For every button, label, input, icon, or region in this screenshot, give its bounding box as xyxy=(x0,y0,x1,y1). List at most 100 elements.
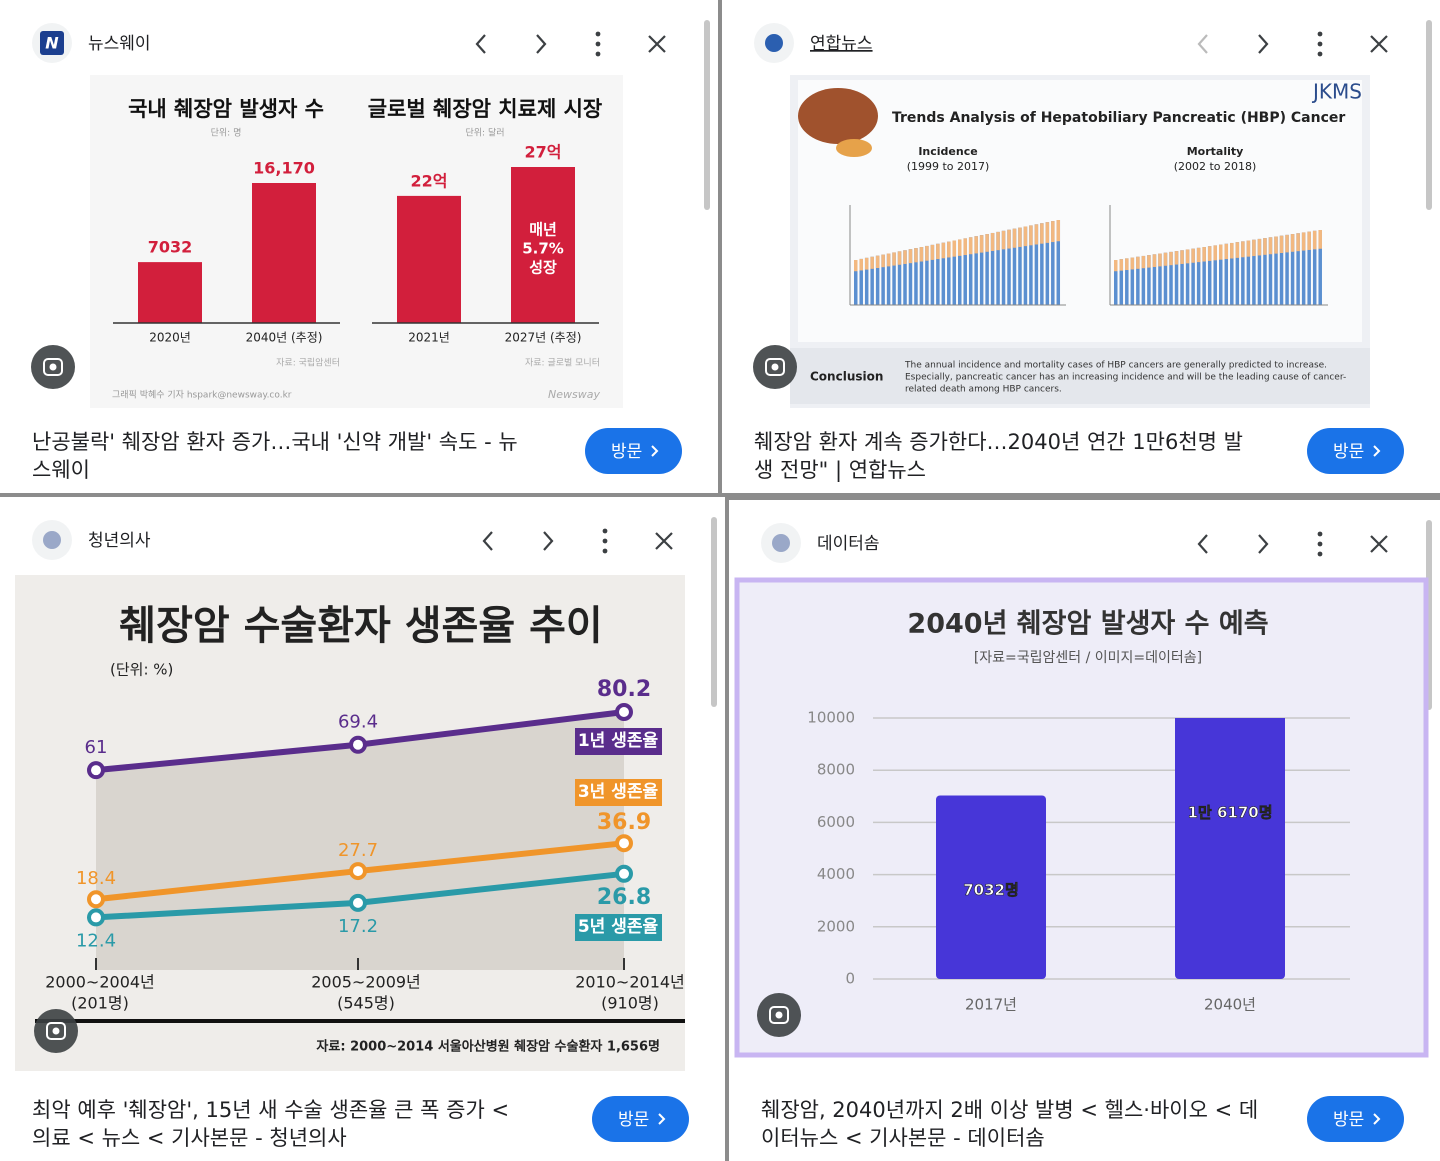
menu-dot[interactable] xyxy=(602,528,608,534)
visit-label[interactable]: 방문 xyxy=(1333,442,1364,462)
visit-chevron xyxy=(1373,445,1381,457)
prev-button[interactable] xyxy=(1197,534,1208,554)
result-title[interactable]: 생 전망" | 연합뉴스 xyxy=(754,458,926,483)
decor-bar-top xyxy=(1152,254,1157,267)
panel: 데이터솜 2040년 췌장암 발생자 수 예측 [자료=국립암센터 / 이미지=데이… xyxy=(729,500,1440,1161)
result-title[interactable]: 스웨이 xyxy=(32,458,90,482)
area xyxy=(96,711,624,970)
lens-icon-dot xyxy=(52,1027,60,1035)
decor-bar-top xyxy=(1018,227,1022,247)
menu-dot[interactable] xyxy=(1317,551,1323,557)
decor-bar-top xyxy=(985,234,989,252)
annotation: 5.7% xyxy=(522,240,564,258)
result-title[interactable]: 의료 < 뉴스 < 기사본문 - 청년의사 xyxy=(32,1126,347,1150)
decor-bar-top xyxy=(1169,251,1173,266)
decor-bar xyxy=(1012,228,1017,305)
category-note: (910명) xyxy=(601,994,659,1013)
point xyxy=(615,864,633,883)
decor-bar-top xyxy=(1279,235,1284,254)
prev-button[interactable] xyxy=(1197,34,1208,54)
result-title[interactable]: 췌장암, 2040년까지 2배 이상 발병 < 헬스·바이오 < 데 xyxy=(761,1098,1258,1122)
source-name[interactable]: 연합뉴스 xyxy=(810,34,873,54)
decor-bar-top xyxy=(1185,249,1190,264)
conclusion-label: Conclusion xyxy=(810,370,883,384)
decor-bar-top xyxy=(952,240,957,257)
value-label: 36.9 xyxy=(597,810,651,835)
decor-bar xyxy=(963,238,967,305)
decor-bar-top xyxy=(854,260,858,272)
visit-label[interactable]: 방문 xyxy=(1333,1110,1364,1130)
point xyxy=(349,862,367,881)
close-button[interactable] xyxy=(1370,35,1388,53)
chart-unit: (단위: %) xyxy=(110,661,173,679)
visit-button[interactable] xyxy=(1307,428,1404,474)
menu-dot[interactable] xyxy=(595,41,601,47)
decor-bar-top xyxy=(1312,230,1317,250)
next-button[interactable] xyxy=(543,531,554,551)
prev-button[interactable] xyxy=(475,34,486,54)
category-note: (545명) xyxy=(337,994,395,1013)
decor-bar xyxy=(1246,240,1251,305)
result-title[interactable]: 이터뉴스 < 기사본문 - 데이터솜 xyxy=(761,1126,1045,1150)
menu-dot[interactable] xyxy=(1317,541,1323,547)
decor-bar xyxy=(1263,238,1267,305)
result-title[interactable]: 난공불락' 췌장암 환자 증가…국내 '신약 개발' 속도 - 뉴 xyxy=(32,430,518,454)
visit-label[interactable]: 방문 xyxy=(611,442,642,462)
decor-bar xyxy=(903,250,907,305)
bar xyxy=(511,167,575,323)
scrollbar xyxy=(704,20,710,210)
next-button[interactable] xyxy=(536,34,547,54)
menu-dot[interactable] xyxy=(602,538,608,544)
point xyxy=(87,761,105,780)
category-label: 2017년 xyxy=(965,996,1017,1014)
category-label: 2021년 xyxy=(408,331,450,345)
bar xyxy=(1175,718,1285,979)
visit-button[interactable] xyxy=(585,428,682,474)
menu-dot[interactable] xyxy=(1317,531,1323,537)
decor-bar-top xyxy=(968,237,973,255)
close-button[interactable] xyxy=(1370,535,1388,553)
next-button[interactable] xyxy=(1258,534,1269,554)
menu-dot[interactable] xyxy=(1317,31,1323,37)
menu-dot[interactable] xyxy=(1317,41,1323,47)
decor-bar xyxy=(1023,226,1028,305)
result-title[interactable]: 최악 예후 '췌장암', 15년 새 수술 생존율 큰 폭 증가 < xyxy=(32,1098,509,1122)
value-label: 17.2 xyxy=(338,916,378,937)
result-title[interactable]: 췌장암 환자 계속 증가한다…2040년 연간 1만6천명 발 xyxy=(754,430,1243,454)
menu-dot[interactable] xyxy=(1317,51,1323,57)
decor-bar-top xyxy=(1125,258,1129,271)
decor-bar-top xyxy=(958,239,962,256)
menu-dot[interactable] xyxy=(595,51,601,57)
source-logo xyxy=(40,31,64,55)
value-label: 27억 xyxy=(525,143,562,162)
scrollbar xyxy=(711,517,717,707)
close-button[interactable] xyxy=(648,35,666,53)
lens-icon-dot xyxy=(775,1011,783,1019)
category-label: 2040년 xyxy=(1204,996,1256,1014)
visit-button[interactable] xyxy=(1307,1096,1404,1142)
menu-dot[interactable] xyxy=(595,31,601,37)
value-label: 27.7 xyxy=(338,840,378,861)
decor-bar xyxy=(1268,237,1273,305)
decor-bar xyxy=(1252,239,1256,305)
next-button[interactable] xyxy=(1258,34,1269,54)
decor-bar-top xyxy=(979,235,984,253)
menu-dot[interactable] xyxy=(602,548,608,554)
visit-label[interactable]: 방문 xyxy=(618,1110,649,1130)
decor-bar-top xyxy=(1213,245,1217,261)
decor-bar xyxy=(1040,223,1044,305)
pancreas-icon xyxy=(836,139,872,157)
close-button[interactable] xyxy=(655,532,673,550)
decor-bar-top xyxy=(1130,257,1135,270)
value-label: 7032 xyxy=(148,238,193,257)
lens-icon xyxy=(46,1022,66,1040)
sub-label: Mortality xyxy=(1187,145,1244,158)
y-tick-label: 8000 xyxy=(817,761,855,779)
decor-bar xyxy=(1163,252,1168,305)
category-label: 2010~2014년 xyxy=(575,973,685,992)
visit-button[interactable] xyxy=(592,1096,689,1142)
prev-button[interactable] xyxy=(482,531,493,551)
decor-bar-top xyxy=(875,255,880,269)
decor-bar xyxy=(979,235,984,305)
